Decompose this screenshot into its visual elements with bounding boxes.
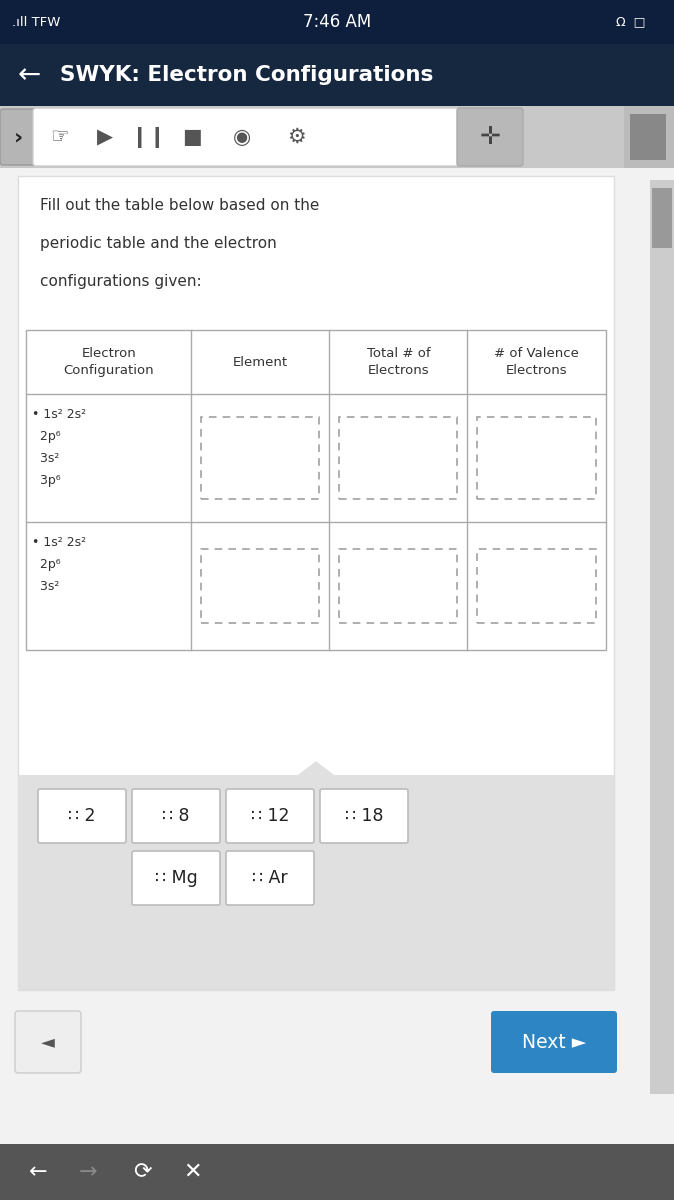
FancyBboxPatch shape — [132, 790, 220, 842]
FancyBboxPatch shape — [33, 108, 459, 166]
Bar — [477, 550, 596, 623]
Bar — [18, 176, 614, 990]
Text: 3s²: 3s² — [32, 580, 59, 593]
FancyBboxPatch shape — [15, 1010, 81, 1073]
FancyBboxPatch shape — [320, 790, 408, 842]
Text: ❙❙: ❙❙ — [131, 126, 166, 148]
Text: 2p⁶: 2p⁶ — [32, 430, 61, 443]
Text: ◄: ◄ — [41, 1033, 55, 1051]
Text: Next ►: Next ► — [522, 1032, 586, 1051]
Text: Ω  □: Ω □ — [615, 16, 645, 29]
Bar — [0, 106, 674, 168]
Text: ⚙: ⚙ — [286, 127, 305, 146]
Bar — [652, 188, 672, 248]
Bar — [202, 416, 319, 499]
Text: .ıll TFW: .ıll TFW — [12, 16, 61, 29]
Text: 3s²: 3s² — [32, 452, 59, 464]
Text: # of Valence
Electrons: # of Valence Electrons — [494, 347, 579, 377]
Bar — [630, 114, 666, 160]
Text: ∷ 8: ∷ 8 — [162, 806, 190, 826]
Text: 2p⁶: 2p⁶ — [32, 558, 61, 571]
Text: • 1s² 2s²: • 1s² 2s² — [32, 536, 86, 550]
Text: ▶: ▶ — [97, 127, 113, 146]
Text: Total # of
Electrons: Total # of Electrons — [367, 347, 430, 377]
Text: periodic table and the electron: periodic table and the electron — [40, 236, 277, 251]
Bar — [202, 550, 319, 623]
Text: ✕: ✕ — [183, 1162, 202, 1182]
FancyBboxPatch shape — [457, 108, 523, 166]
Text: ∷ 2: ∷ 2 — [68, 806, 96, 826]
Text: ◉: ◉ — [233, 127, 251, 146]
Text: ∷ Ar: ∷ Ar — [252, 869, 288, 887]
FancyBboxPatch shape — [38, 790, 126, 842]
Bar — [26, 330, 606, 650]
Bar — [0, 0, 674, 44]
Text: SWYK: Electron Configurations: SWYK: Electron Configurations — [60, 65, 433, 85]
Bar — [18, 775, 614, 990]
Text: • 1s² 2s²: • 1s² 2s² — [32, 408, 86, 421]
Text: ∷ 18: ∷ 18 — [344, 806, 384, 826]
Text: 7:46 AM: 7:46 AM — [303, 13, 371, 31]
FancyBboxPatch shape — [132, 851, 220, 905]
Bar — [339, 416, 458, 499]
Text: Element: Element — [233, 355, 288, 368]
Bar — [624, 106, 674, 168]
Text: Electron
Configuration: Electron Configuration — [63, 347, 154, 377]
Text: ✛: ✛ — [479, 125, 501, 149]
Text: 3p⁶: 3p⁶ — [32, 474, 61, 487]
Text: ■: ■ — [182, 127, 202, 146]
Bar — [650, 180, 674, 1094]
Text: Fill out the table below based on the: Fill out the table below based on the — [40, 198, 319, 214]
Text: ∷ 12: ∷ 12 — [251, 806, 289, 826]
Text: ⟳: ⟳ — [133, 1162, 151, 1182]
Bar — [339, 550, 458, 623]
Text: ☞: ☞ — [51, 127, 69, 146]
FancyBboxPatch shape — [226, 790, 314, 842]
FancyBboxPatch shape — [491, 1010, 617, 1073]
Polygon shape — [298, 761, 334, 775]
Bar — [0, 1144, 674, 1200]
FancyBboxPatch shape — [0, 109, 36, 164]
Text: ∷ Mg: ∷ Mg — [154, 869, 197, 887]
Bar — [0, 44, 674, 106]
Text: ←: ← — [18, 61, 41, 89]
FancyBboxPatch shape — [226, 851, 314, 905]
Text: →: → — [79, 1162, 97, 1182]
Text: ›: › — [13, 127, 23, 146]
Text: ←: ← — [29, 1162, 47, 1182]
Bar — [477, 416, 596, 499]
Text: configurations given:: configurations given: — [40, 274, 202, 289]
